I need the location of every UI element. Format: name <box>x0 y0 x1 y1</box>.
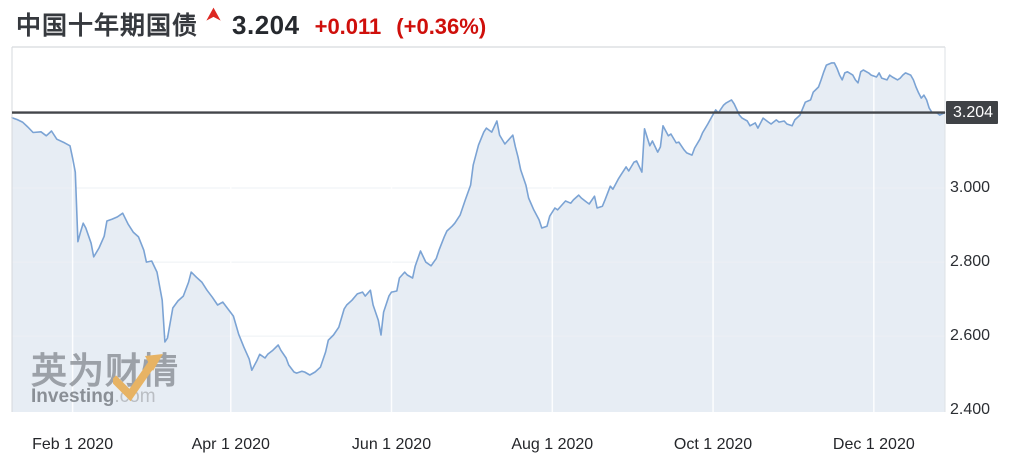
x-axis-label: Aug 1 2020 <box>511 436 594 453</box>
up-arrow-icon <box>205 7 222 22</box>
current-price-badge: 3.204 <box>946 101 998 125</box>
x-axis-label: Oct 1 2020 <box>673 436 753 453</box>
price-change: +0.011 <box>314 14 382 39</box>
watermark-arrow-icon <box>110 354 171 407</box>
x-axis-label: Jun 1 2020 <box>351 436 432 453</box>
x-axis-label: Apr 1 2020 <box>191 436 270 453</box>
investing-watermark: 英为财情 Investing.com <box>31 352 221 414</box>
last-price: 3.204 <box>232 10 300 40</box>
instrument-name: 中国十年期国债 <box>16 12 199 40</box>
y-axis-label: 2.600 <box>950 327 991 345</box>
y-axis-label: 2.400 <box>950 401 991 419</box>
y-axis-label: 3.000 <box>950 179 991 197</box>
quote-header: 中国十年期国债 3.204 +0.011 (+0.36%) <box>16 6 486 46</box>
y-axis-label: 2.800 <box>950 253 991 271</box>
x-axis-label: Dec 1 2020 <box>832 436 915 453</box>
price-change-percent: (+0.36%) <box>396 14 487 39</box>
x-axis-label: Feb 1 2020 <box>32 436 114 453</box>
